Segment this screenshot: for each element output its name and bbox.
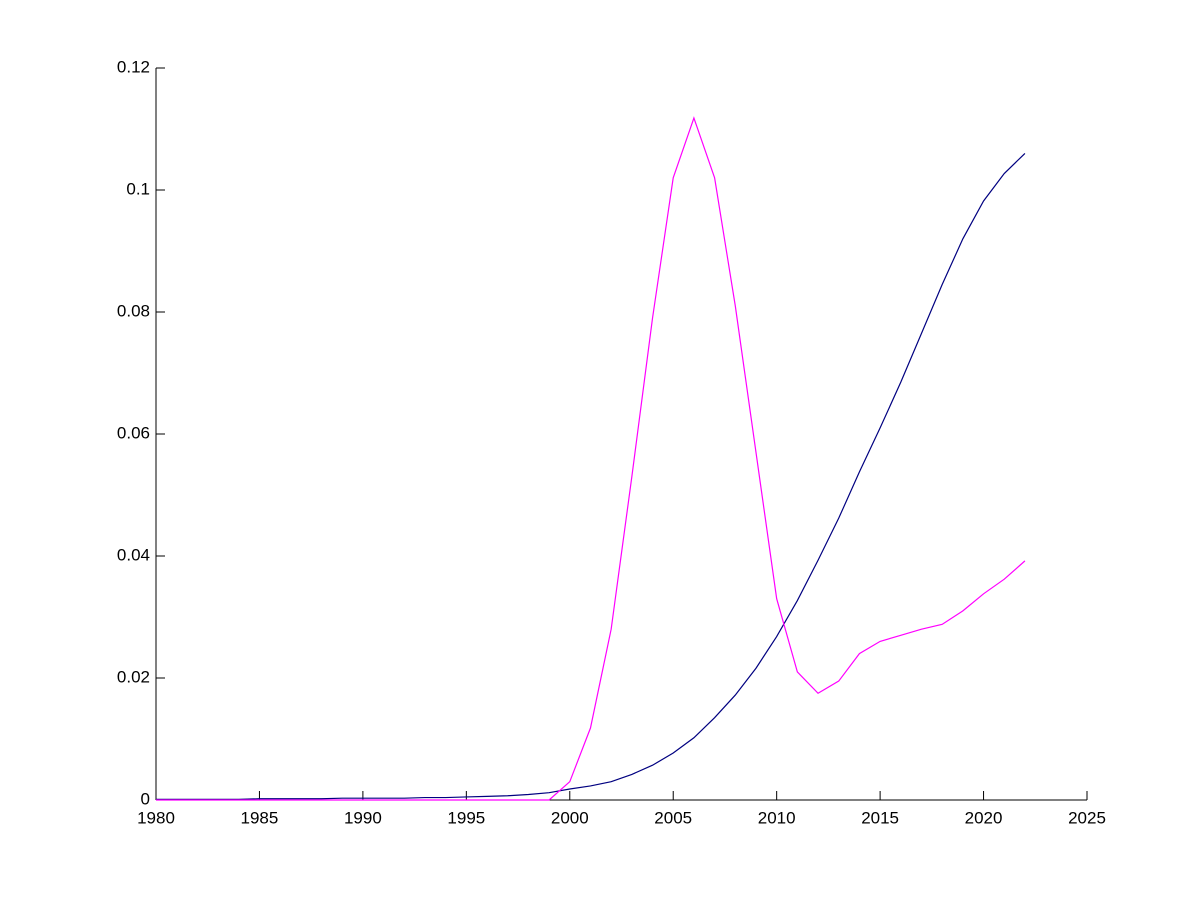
x-tick-label: 1990	[344, 808, 382, 827]
x-tick-label: 2015	[861, 808, 899, 827]
x-tick-label: 2020	[965, 808, 1003, 827]
x-tick-label: 1980	[137, 808, 175, 827]
y-tick-label: 0.08	[117, 301, 150, 320]
x-tick-label: 2005	[654, 808, 692, 827]
x-tick-label: 2025	[1068, 808, 1106, 827]
y-tick-label: 0	[141, 789, 150, 808]
x-tick-label: 2010	[758, 808, 796, 827]
y-tick-label: 0.1	[126, 179, 150, 198]
x-tick-label: 1995	[447, 808, 485, 827]
y-tick-label: 0.04	[117, 545, 150, 564]
x-tick-label: 1985	[241, 808, 279, 827]
y-tick-label: 0.06	[117, 423, 150, 442]
line	[156, 116, 1026, 801]
line	[156, 152, 1026, 800]
y-tick-label: 0.02	[117, 667, 150, 686]
x-tick-label: 2000	[551, 808, 589, 827]
y-tick-label: 0.12	[117, 57, 150, 76]
